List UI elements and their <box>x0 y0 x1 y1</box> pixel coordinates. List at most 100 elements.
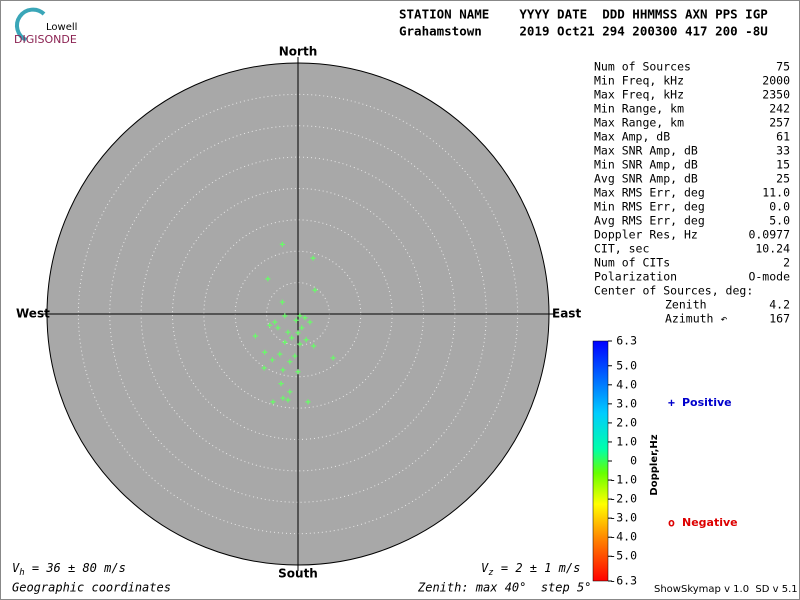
colorbar-tick-label: 3.0 <box>616 396 637 410</box>
center-heading: Center of Sources, deg: <box>594 284 753 298</box>
legend-symbol: + <box>668 396 675 410</box>
source-point <box>265 276 271 282</box>
logo-swoosh <box>15 7 46 42</box>
stat-label: Num of CITs <box>594 256 670 270</box>
stat-label: Max Range, km <box>594 116 684 130</box>
source-point <box>277 351 283 357</box>
colorbar-tick-label: -3.0 <box>609 511 637 525</box>
source-point <box>307 319 313 325</box>
stat-value: 0.0 <box>769 200 790 214</box>
source-point <box>270 399 276 405</box>
legend-label: Negative <box>682 516 738 529</box>
colorbar-tick-label: 4.0 <box>616 377 637 391</box>
velocity-symbol: V <box>481 561 489 575</box>
source-point <box>282 339 288 345</box>
stat-value: 257 <box>769 116 790 130</box>
velocity-text: = 2 ± 1 m/s <box>494 561 581 575</box>
source-point <box>279 299 285 305</box>
source-point <box>267 322 273 328</box>
dir-east: East <box>552 307 581 321</box>
source-point <box>261 365 267 371</box>
stat-label: Min SNR Amp, dB <box>594 158 698 172</box>
stat-value: 25 <box>776 172 790 186</box>
stat-label: Avg RMS Err, deg <box>594 214 705 228</box>
stat-label: Max Amp, dB <box>594 130 670 144</box>
source-point <box>282 313 288 319</box>
center-label: Azimuth ↶ <box>665 312 727 326</box>
logo-bottom: DIGISONDE <box>14 33 77 46</box>
stat-label: Avg SNR Amp, dB <box>594 172 698 186</box>
velocity-symbol: V <box>12 561 20 575</box>
stat-value: 0.0977 <box>748 228 790 242</box>
colorbar-tick-label: -4.0 <box>609 530 637 544</box>
source-point <box>303 337 309 343</box>
stat-value: O-mode <box>748 270 790 284</box>
stat-value: 61 <box>776 130 790 144</box>
stat-value: 5.0 <box>769 214 790 228</box>
stat-value: 2350 <box>762 88 790 102</box>
center-value: 167 <box>769 312 790 326</box>
stat-label: Max Freq, kHz <box>594 88 684 102</box>
colorbar-tick-label: -1.0 <box>609 473 637 487</box>
stat-label: Min RMS Err, deg <box>594 200 705 214</box>
dir-north: North <box>279 45 317 59</box>
header-values: Grahamstown 2019 Oct21 294 200300 417 20… <box>399 24 768 39</box>
dir-south: South <box>278 567 318 581</box>
source-point <box>293 317 299 323</box>
source-point <box>310 255 316 261</box>
source-point <box>305 399 311 405</box>
stat-value: 11.0 <box>762 186 790 200</box>
velocity-vh: Vh = 36 ± 80 m/s <box>12 561 126 578</box>
source-point <box>297 313 303 319</box>
dir-west: West <box>16 307 50 321</box>
stat-label: Max RMS Err, deg <box>594 186 705 200</box>
source-point <box>262 349 268 355</box>
center-label: Zenith <box>665 298 707 312</box>
source-point <box>285 397 291 403</box>
stat-label: CIT, sec <box>594 242 649 256</box>
source-point <box>297 341 303 347</box>
legend-symbol: o <box>668 516 675 530</box>
stat-label: Doppler Res, Hz <box>594 228 698 242</box>
stat-value: 2000 <box>762 74 790 88</box>
legend-label: Positive <box>682 396 732 409</box>
source-point <box>287 359 293 365</box>
logo-top: Lowell <box>46 22 77 33</box>
source-point <box>287 389 293 395</box>
center-value: 4.2 <box>769 298 790 312</box>
source-point <box>302 315 308 321</box>
coords-note: Geographic coordinates <box>12 581 171 595</box>
colorbar-tick-label: 1.0 <box>616 434 637 448</box>
source-point <box>311 343 317 349</box>
source-point <box>330 355 336 361</box>
stat-value: 33 <box>776 144 790 158</box>
velocity-sub: h <box>19 568 24 578</box>
stat-label: Polarization <box>594 270 677 284</box>
source-point <box>292 353 298 359</box>
colorbar-label: Doppler,Hz <box>649 434 660 495</box>
source-point <box>280 395 286 401</box>
colorbar-tick-label: -2.0 <box>609 492 637 506</box>
source-point <box>295 330 301 336</box>
source-point <box>252 333 258 339</box>
colorbar-tick-label: 6.3 <box>616 334 637 348</box>
colorbar-tick-label: -6.3 <box>609 574 637 588</box>
velocity-text: = 36 ± 80 m/s <box>25 561 126 575</box>
source-point <box>312 287 318 293</box>
colorbar-tick-label: -5.0 <box>609 549 637 563</box>
velocity-sub: z <box>488 568 493 578</box>
stat-value: 15 <box>776 158 790 172</box>
colorbar-tick-label: 5.0 <box>616 358 637 372</box>
source-point <box>289 335 295 341</box>
source-point <box>295 369 301 375</box>
source-point <box>299 325 305 331</box>
version-note: ShowSkymap v 1.0 SD v 5.1 <box>654 584 798 595</box>
colorbar-tick-label: 0 <box>630 454 637 468</box>
stat-label: Min Range, km <box>594 102 684 116</box>
stat-value: 2 <box>783 256 790 270</box>
velocity-vz: Vz = 2 ± 1 m/s <box>481 561 580 578</box>
stat-value: 75 <box>776 60 790 74</box>
source-point <box>275 325 281 331</box>
stat-value: 242 <box>769 102 790 116</box>
